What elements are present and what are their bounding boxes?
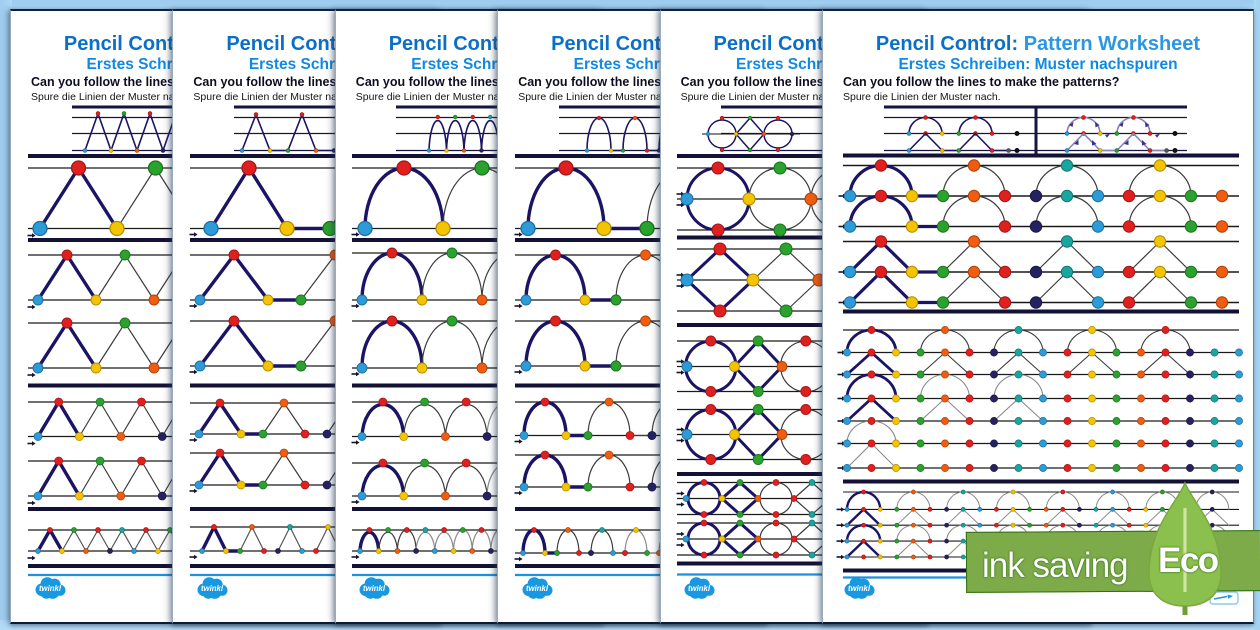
svg-text:twinkl: twinkl — [38, 583, 61, 592]
svg-text:twinkl: twinkl — [526, 583, 549, 592]
svg-text:twinkl: twinkl — [688, 583, 711, 592]
svg-text:twinkl: twinkl — [847, 583, 870, 592]
svg-text:twinkl: twinkl — [201, 583, 224, 592]
svg-text:twinkl: twinkl — [363, 583, 386, 592]
